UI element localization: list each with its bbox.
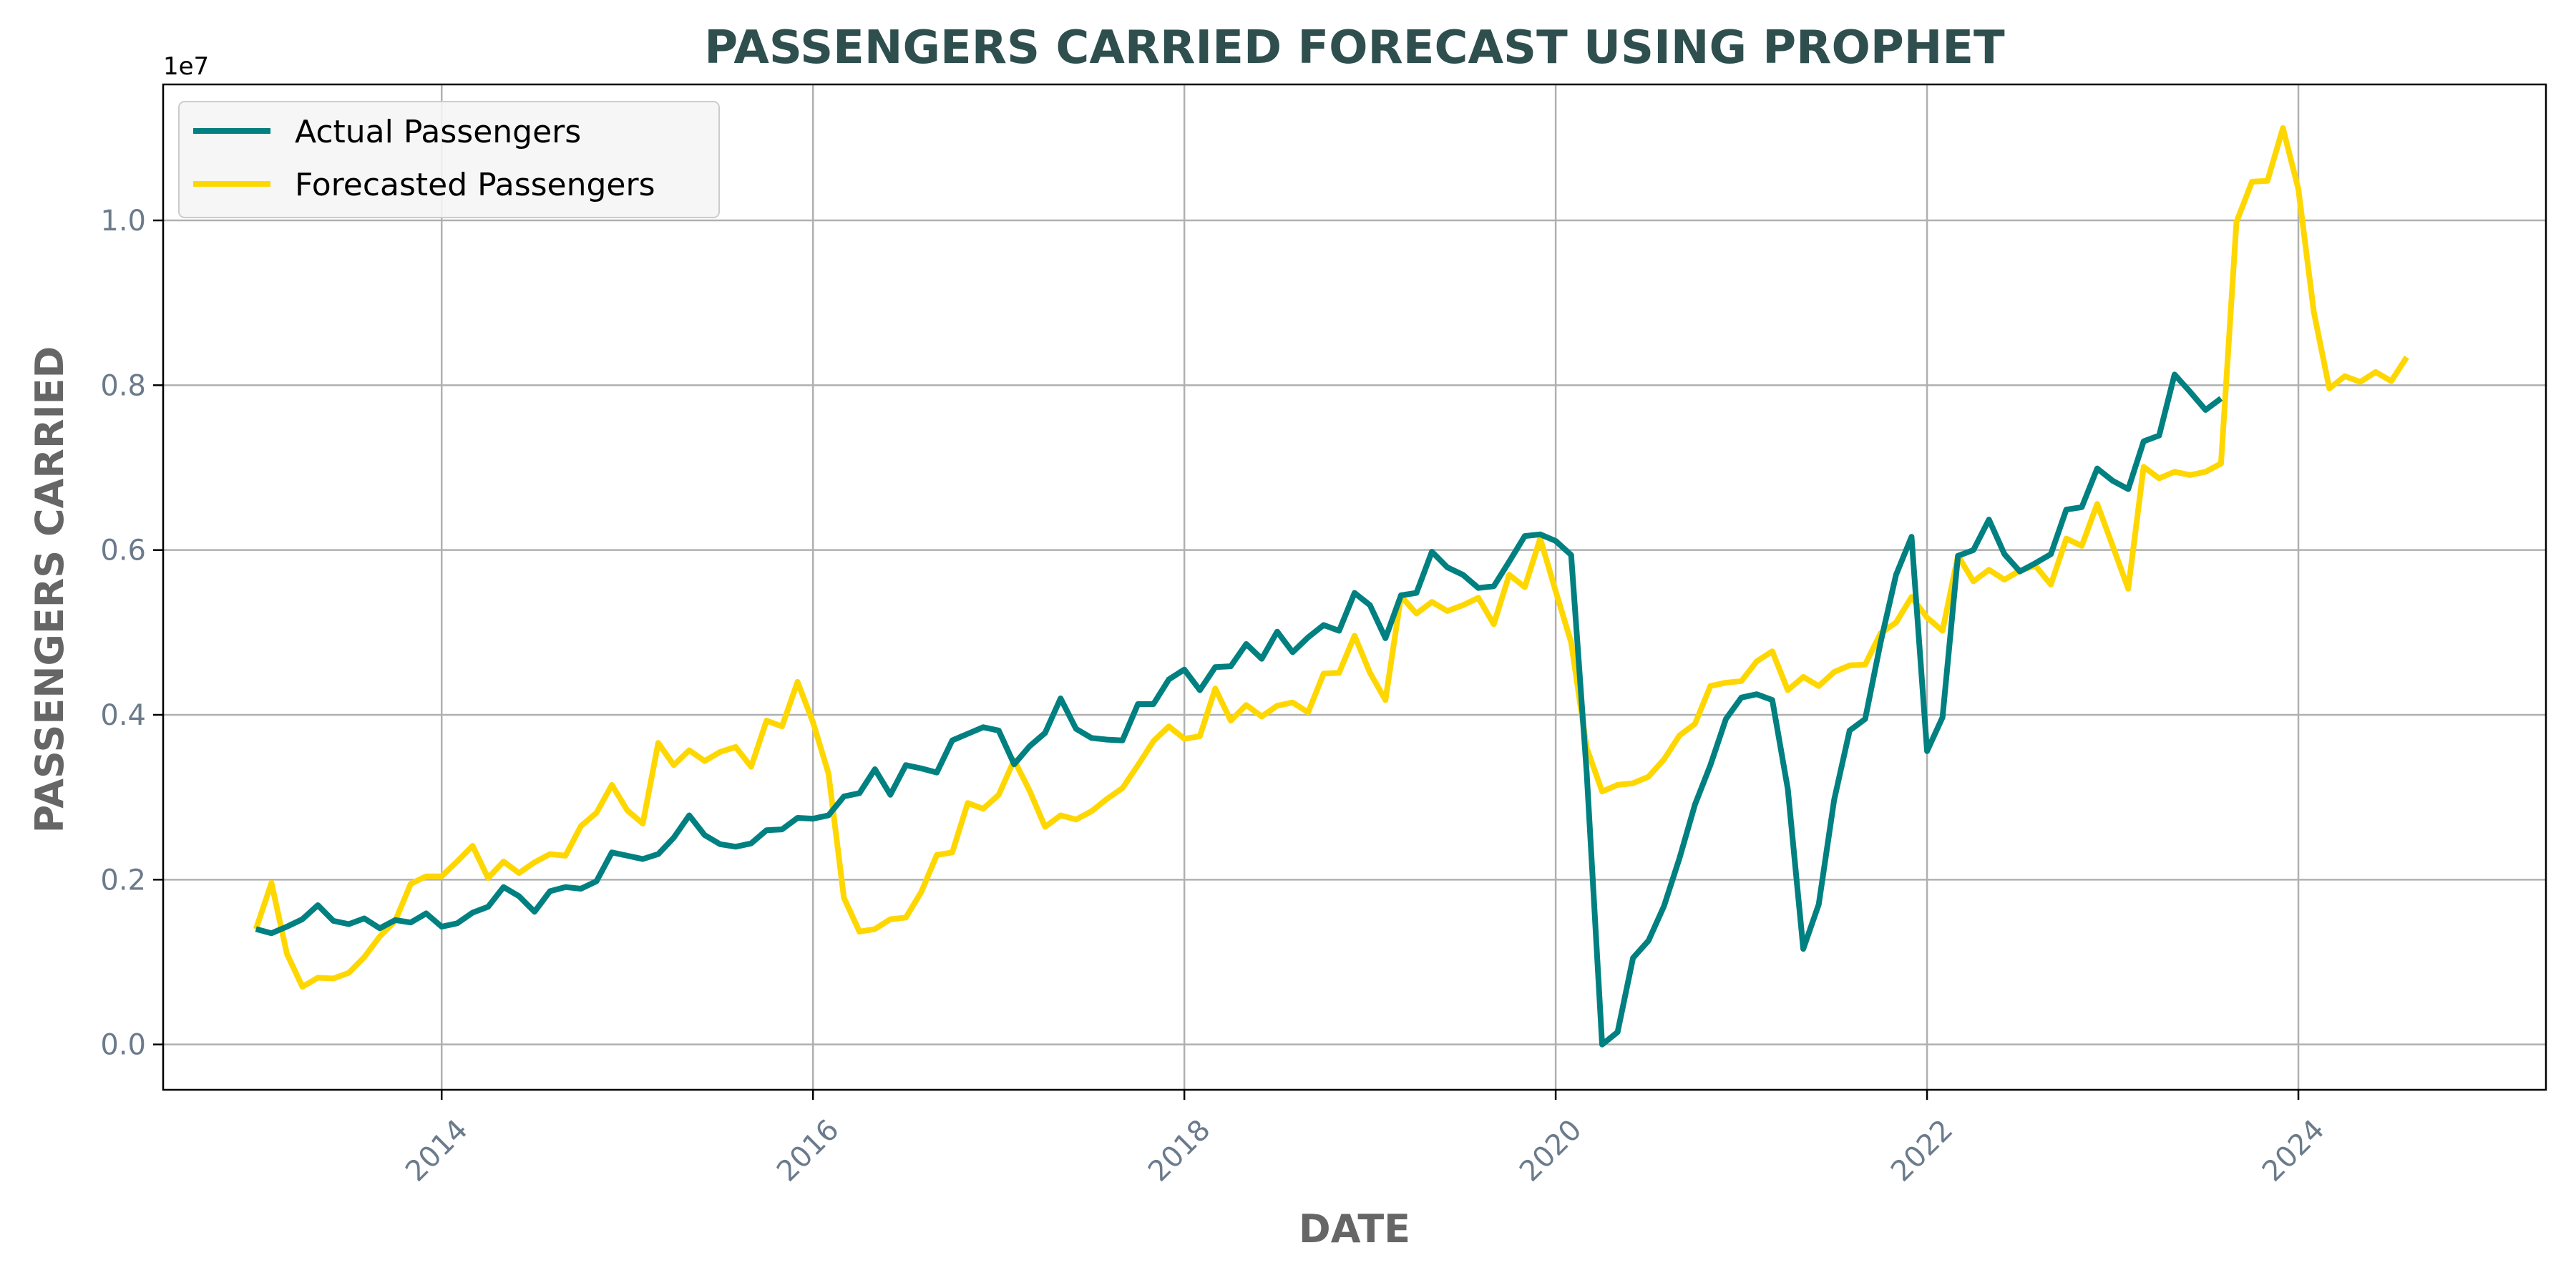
x-axis-title: DATE xyxy=(1299,1206,1410,1252)
legend-box xyxy=(178,101,720,218)
forecasted-passengers-line xyxy=(253,125,2409,990)
y-tick-label: 0.4 xyxy=(100,699,146,732)
legend-label-forecast: Forecasted Passengers xyxy=(295,167,655,203)
actual-passengers-line xyxy=(255,371,2223,1048)
y-tick-label: 1.0 xyxy=(100,205,146,238)
legend: Actual Passengers Forecasted Passengers xyxy=(178,101,720,218)
y-tick-label: 0.2 xyxy=(100,864,146,897)
y-axis-offset-label: 1e7 xyxy=(163,52,209,81)
grid-lines xyxy=(163,84,2546,1090)
y-tick-label: 0.6 xyxy=(100,535,146,567)
chart-title: PASSENGERS CARRIED FORECAST USING PROPHE… xyxy=(704,21,2005,74)
y-tick-label: 0.8 xyxy=(100,369,146,402)
y-tick-label: 0.0 xyxy=(100,1029,146,1062)
plot-frame xyxy=(162,83,2547,1091)
series-layer xyxy=(253,125,2409,1048)
legend-label-actual: Actual Passengers xyxy=(295,114,581,150)
y-axis-title: PASSENGERS CARRIED xyxy=(27,346,72,834)
